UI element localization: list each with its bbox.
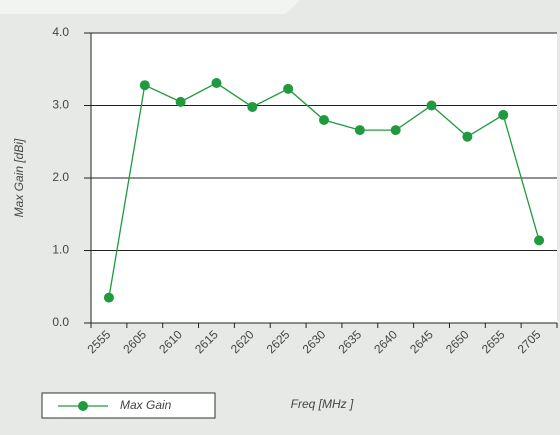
point — [139, 80, 150, 91]
point — [498, 109, 509, 120]
point — [390, 125, 401, 136]
point — [354, 125, 365, 136]
x-tick-label: 2650 — [443, 327, 472, 356]
x-tick-label: 2645 — [407, 327, 436, 356]
x-tick-label: 2605 — [120, 327, 149, 356]
x-tick-label: 2615 — [192, 327, 221, 356]
y-tick-label: 0.0 — [52, 315, 69, 329]
point — [534, 235, 545, 246]
legend-label: Max Gain — [120, 398, 172, 412]
point — [211, 78, 222, 89]
panel-tab — [0, 0, 300, 14]
y-tick-label: 1.0 — [52, 243, 69, 257]
point — [426, 100, 437, 111]
x-tick-label: 2555 — [85, 327, 114, 356]
point — [247, 101, 258, 112]
point — [462, 131, 473, 142]
x-tick-label: 2630 — [300, 327, 329, 356]
y-axis-label: Max Gain [dBi] — [12, 138, 26, 217]
legend-marker — [78, 401, 88, 411]
y-tick-label: 3.0 — [52, 98, 69, 112]
x-axis-label: Freq [MHz ] — [291, 397, 354, 411]
x-tick-label: 2655 — [479, 327, 508, 356]
x-tick-label: 2625 — [264, 327, 293, 356]
x-tick-label: 2620 — [228, 327, 257, 356]
x-tick-label: 2635 — [335, 327, 364, 356]
point — [175, 96, 186, 107]
x-tick-label: 2640 — [371, 327, 400, 356]
point — [319, 115, 329, 125]
x-tick-label: 2610 — [156, 327, 185, 356]
y-tick-label: 2.0 — [52, 170, 69, 184]
x-tick-label: 2705 — [515, 327, 544, 356]
point — [283, 83, 294, 94]
y-tick-label: 4.0 — [52, 25, 69, 39]
point — [103, 292, 114, 303]
